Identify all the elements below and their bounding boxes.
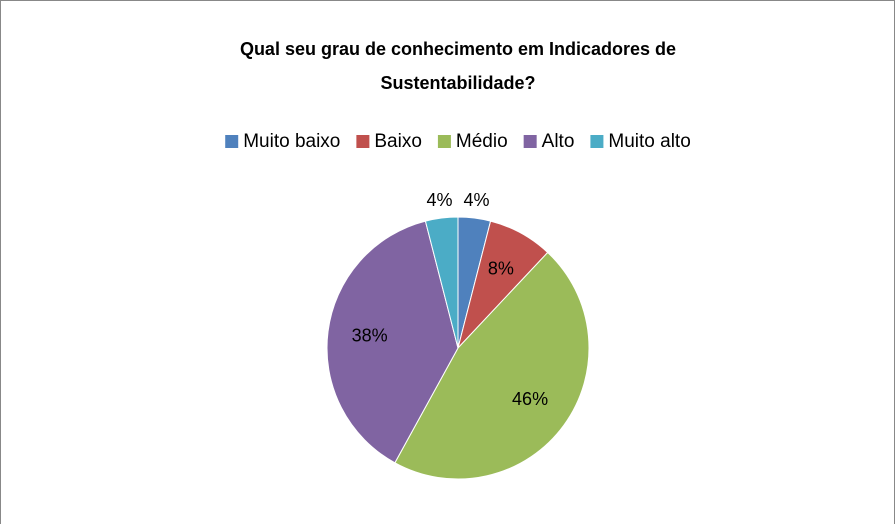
data-label: 8% xyxy=(488,259,514,279)
data-label: 4% xyxy=(464,190,490,210)
legend-label: Médio xyxy=(456,131,508,152)
pie-slice xyxy=(394,251,590,480)
legend-swatch xyxy=(356,135,370,148)
legend-label: Alto xyxy=(542,131,575,152)
legend-label: Baixo xyxy=(374,131,422,152)
chart-title: Qual seu grau de conhecimento em Indicad… xyxy=(240,39,676,59)
chart-title: Sustentabilidade? xyxy=(380,73,535,93)
pie-slice xyxy=(424,216,459,349)
pie-slice xyxy=(326,220,459,464)
data-label: 38% xyxy=(352,326,388,346)
legend-swatch xyxy=(523,135,537,148)
data-label: 4% xyxy=(426,190,452,210)
legend-swatch xyxy=(225,135,239,148)
legend-label: Muito baixo xyxy=(243,131,340,152)
data-label: 46% xyxy=(512,389,548,409)
legend-swatch xyxy=(590,135,604,148)
legend-label: Muito alto xyxy=(608,131,690,152)
legend-swatch xyxy=(437,135,451,148)
